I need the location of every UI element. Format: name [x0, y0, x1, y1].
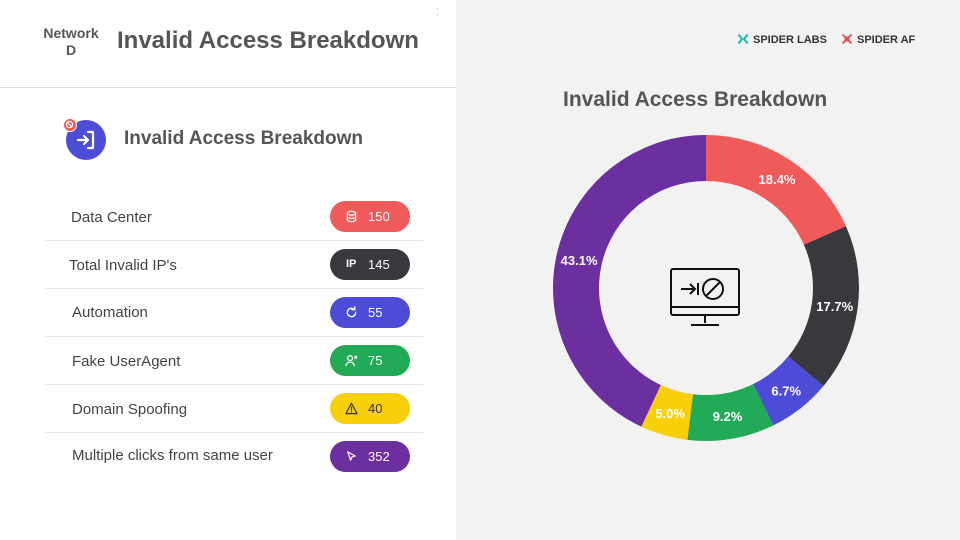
row-value: 145: [368, 257, 390, 272]
row-label: Total Invalid IP's: [69, 257, 177, 274]
warning-icon: [345, 402, 358, 415]
row-label: Domain Spoofing: [72, 401, 188, 418]
row-label: Data Center: [71, 209, 152, 226]
donut-slice: [553, 135, 706, 427]
spider-af-logo: SPIDER AF: [841, 33, 915, 46]
spider-af-text: SPIDER AF: [857, 34, 916, 46]
section-title: Invalid Access Breakdown: [124, 128, 364, 149]
spider-labs-logo: SPIDER LABS: [737, 33, 827, 46]
header-bar: Network D Invalid Access Breakdown ⁚: [0, 0, 456, 88]
ip-icon: IP: [346, 258, 357, 270]
refresh-icon: [346, 306, 357, 318]
corner-dots-icon: ⁚: [436, 7, 440, 17]
spider-af-icon: [841, 33, 853, 45]
donut-slice: [753, 356, 824, 426]
value-pill: 40: [330, 393, 410, 424]
cursor-icon: [347, 451, 356, 461]
database-icon: [346, 210, 357, 223]
network-label-line2: D: [65, 42, 77, 58]
breakdown-list: Data Center 150 Total Invalid IP's IP 14…: [45, 193, 423, 481]
network-label-line1: Network: [43, 25, 99, 41]
blocked-icon: [63, 118, 77, 132]
value-pill: 150: [330, 201, 410, 232]
spider-labs-text: SPIDER LABS: [753, 34, 827, 46]
row-value: 150: [368, 209, 390, 224]
value-pill: 55: [330, 297, 410, 328]
row-value: 75: [368, 353, 383, 368]
list-item: Total Invalid IP's IP 145: [45, 241, 423, 289]
spider-labs-icon: [737, 33, 749, 45]
row-value: 352: [368, 449, 390, 464]
slice-label: 9.2%: [713, 409, 743, 424]
blocked-monitor-icon: [670, 268, 740, 326]
chart-title: Invalid Access Breakdown: [563, 88, 828, 111]
donut-chart: 18.4% 17.7% 6.7% 9.2% 5.0% 43.1%: [553, 135, 859, 441]
row-value: 40: [368, 401, 383, 416]
row-value: 55: [368, 305, 383, 320]
slice-label: 17.7%: [816, 299, 853, 314]
value-pill: 75: [330, 345, 410, 376]
row-label: Automation: [72, 304, 148, 321]
page-title: Invalid Access Breakdown: [117, 27, 419, 54]
list-item: Data Center 150: [45, 193, 423, 241]
donut-slice: [641, 384, 693, 440]
slice-label: 5.0%: [655, 406, 685, 421]
row-label: Fake UserAgent: [72, 353, 181, 370]
value-pill: IP 145: [330, 249, 410, 280]
row-label: Multiple clicks from same user: [72, 447, 273, 464]
list-item: Automation 55: [45, 289, 423, 337]
donut-slice: [788, 226, 859, 386]
slice-label: 6.7%: [771, 383, 801, 398]
value-pill: 352: [330, 441, 410, 472]
list-item: Domain Spoofing 40: [45, 385, 423, 433]
donut-slice: [687, 384, 774, 441]
user-x-icon: [345, 355, 358, 367]
slice-label: 43.1%: [561, 253, 598, 268]
breakdown-panel: Network D Invalid Access Breakdown ⁚ Inv…: [0, 0, 456, 540]
list-item: Multiple clicks from same user 352: [45, 433, 423, 481]
slice-label: 18.4%: [759, 172, 796, 187]
list-item: Fake UserAgent 75: [45, 337, 423, 385]
donut-slice: [706, 135, 846, 245]
chart-panel: SPIDER LABS SPIDER AF Invalid Access Bre…: [456, 0, 960, 540]
network-label: Network D: [40, 25, 102, 59]
